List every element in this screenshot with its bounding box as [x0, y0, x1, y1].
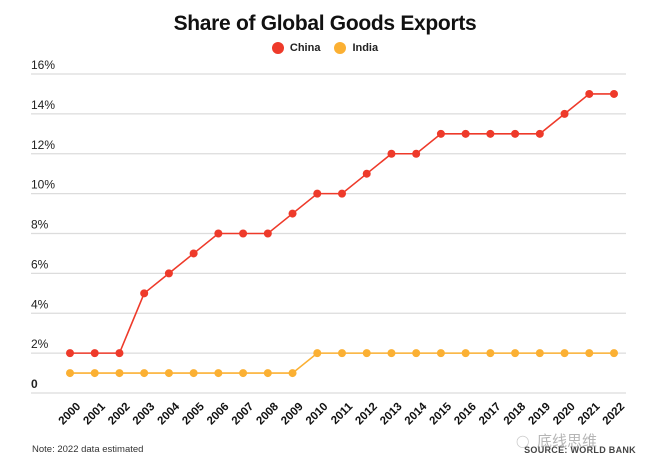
x-tick-label: 2019	[526, 401, 553, 428]
x-tick-label: 2007	[230, 401, 257, 428]
data-point-china	[90, 349, 99, 358]
data-point-india	[263, 369, 272, 378]
x-tick-label: 2022	[601, 401, 628, 428]
chart-note: Note: 2022 data estimated	[32, 444, 144, 455]
data-point-india	[90, 369, 99, 378]
chart-title: Share of Global Goods Exports	[173, 12, 477, 35]
x-tick-label: 2006	[205, 401, 232, 428]
y-tick-label: 2%	[31, 337, 49, 351]
data-point-india	[164, 369, 173, 378]
legend-swatch-india	[334, 42, 347, 54]
data-point-china	[585, 89, 594, 98]
legend-swatch-china	[271, 42, 284, 54]
data-point-india	[362, 349, 371, 358]
data-point-india	[239, 369, 248, 378]
data-point-india	[288, 369, 297, 378]
x-tick-label: 2005	[180, 400, 207, 427]
y-tick-label: 6%	[31, 257, 49, 271]
data-point-india	[412, 349, 421, 358]
data-point-india	[66, 369, 74, 378]
legend: China India	[0, 42, 650, 54]
x-tick-label: 2002	[106, 401, 133, 428]
series-line-china	[70, 93, 614, 354]
legend-label-india: India	[352, 42, 379, 54]
data-point-china	[164, 269, 173, 278]
data-point-india	[461, 349, 470, 358]
watermark-chat-icon: ◯	[516, 434, 530, 448]
data-point-china	[511, 129, 520, 138]
data-point-india	[560, 349, 569, 358]
x-tick-label: 2008	[254, 400, 281, 427]
y-tick-label: 8%	[31, 218, 49, 232]
data-point-china	[66, 349, 74, 358]
data-point-china	[610, 89, 618, 98]
data-point-india	[585, 349, 594, 358]
data-point-india	[140, 369, 149, 378]
data-point-india	[338, 349, 346, 358]
legend-item-india: India	[334, 42, 378, 54]
data-point-india	[436, 349, 445, 358]
y-tick-label: 16%	[31, 58, 55, 72]
x-tick-label: 2013	[378, 401, 405, 428]
data-point-india	[535, 349, 544, 358]
data-point-china	[436, 129, 445, 138]
data-point-china	[214, 229, 223, 238]
x-tick-label: 2021	[576, 400, 603, 427]
data-point-china	[140, 289, 149, 298]
data-point-china	[362, 169, 371, 178]
chart-source: SOURCE: WORLD BANK	[524, 445, 636, 455]
data-point-india	[189, 369, 198, 378]
x-tick-label: 2017	[477, 401, 504, 428]
data-point-china	[461, 129, 470, 138]
legend-label-china: China	[289, 42, 321, 54]
x-tick-label: 2015	[428, 400, 455, 427]
y-tick-label: 12%	[31, 138, 55, 152]
watermark: 底线思维	[537, 432, 598, 450]
x-tick-label: 2011	[329, 400, 356, 427]
data-point-china	[535, 129, 544, 138]
data-point-china	[486, 129, 495, 138]
data-point-india	[387, 349, 396, 358]
legend-item-china: China	[271, 42, 321, 54]
data-point-india	[610, 349, 618, 358]
data-point-india	[214, 369, 223, 378]
data-point-china	[288, 209, 297, 218]
y-tick-label: 14%	[31, 98, 55, 112]
x-tick-label: 2020	[551, 401, 578, 428]
data-point-china	[239, 229, 248, 238]
data-point-china	[115, 349, 124, 358]
y-tick-label: 0	[31, 377, 38, 391]
data-point-india	[511, 349, 520, 358]
data-point-india	[486, 349, 495, 358]
data-point-china	[189, 249, 198, 258]
x-tick-label: 2001	[81, 400, 108, 427]
data-point-china	[560, 109, 569, 118]
data-point-china	[387, 149, 396, 158]
x-tick-label: 2012	[353, 401, 380, 428]
x-tick-label: 2018	[502, 400, 529, 427]
x-tick-label: 2010	[304, 401, 331, 428]
data-point-india	[313, 349, 322, 358]
x-tick-label: 2016	[452, 401, 479, 428]
x-tick-label: 2009	[279, 401, 306, 428]
x-tick-label: 2014	[403, 400, 430, 427]
x-tick-label: 2003	[131, 401, 158, 428]
x-tick-label: 2000	[57, 401, 84, 428]
y-tick-label: 10%	[31, 178, 55, 192]
data-point-china	[313, 189, 322, 198]
data-point-china	[338, 189, 346, 198]
y-tick-label: 4%	[31, 297, 49, 311]
data-point-china	[263, 229, 272, 238]
data-point-china	[412, 149, 421, 158]
data-point-india	[115, 369, 124, 378]
x-tick-label: 2004	[156, 400, 183, 427]
